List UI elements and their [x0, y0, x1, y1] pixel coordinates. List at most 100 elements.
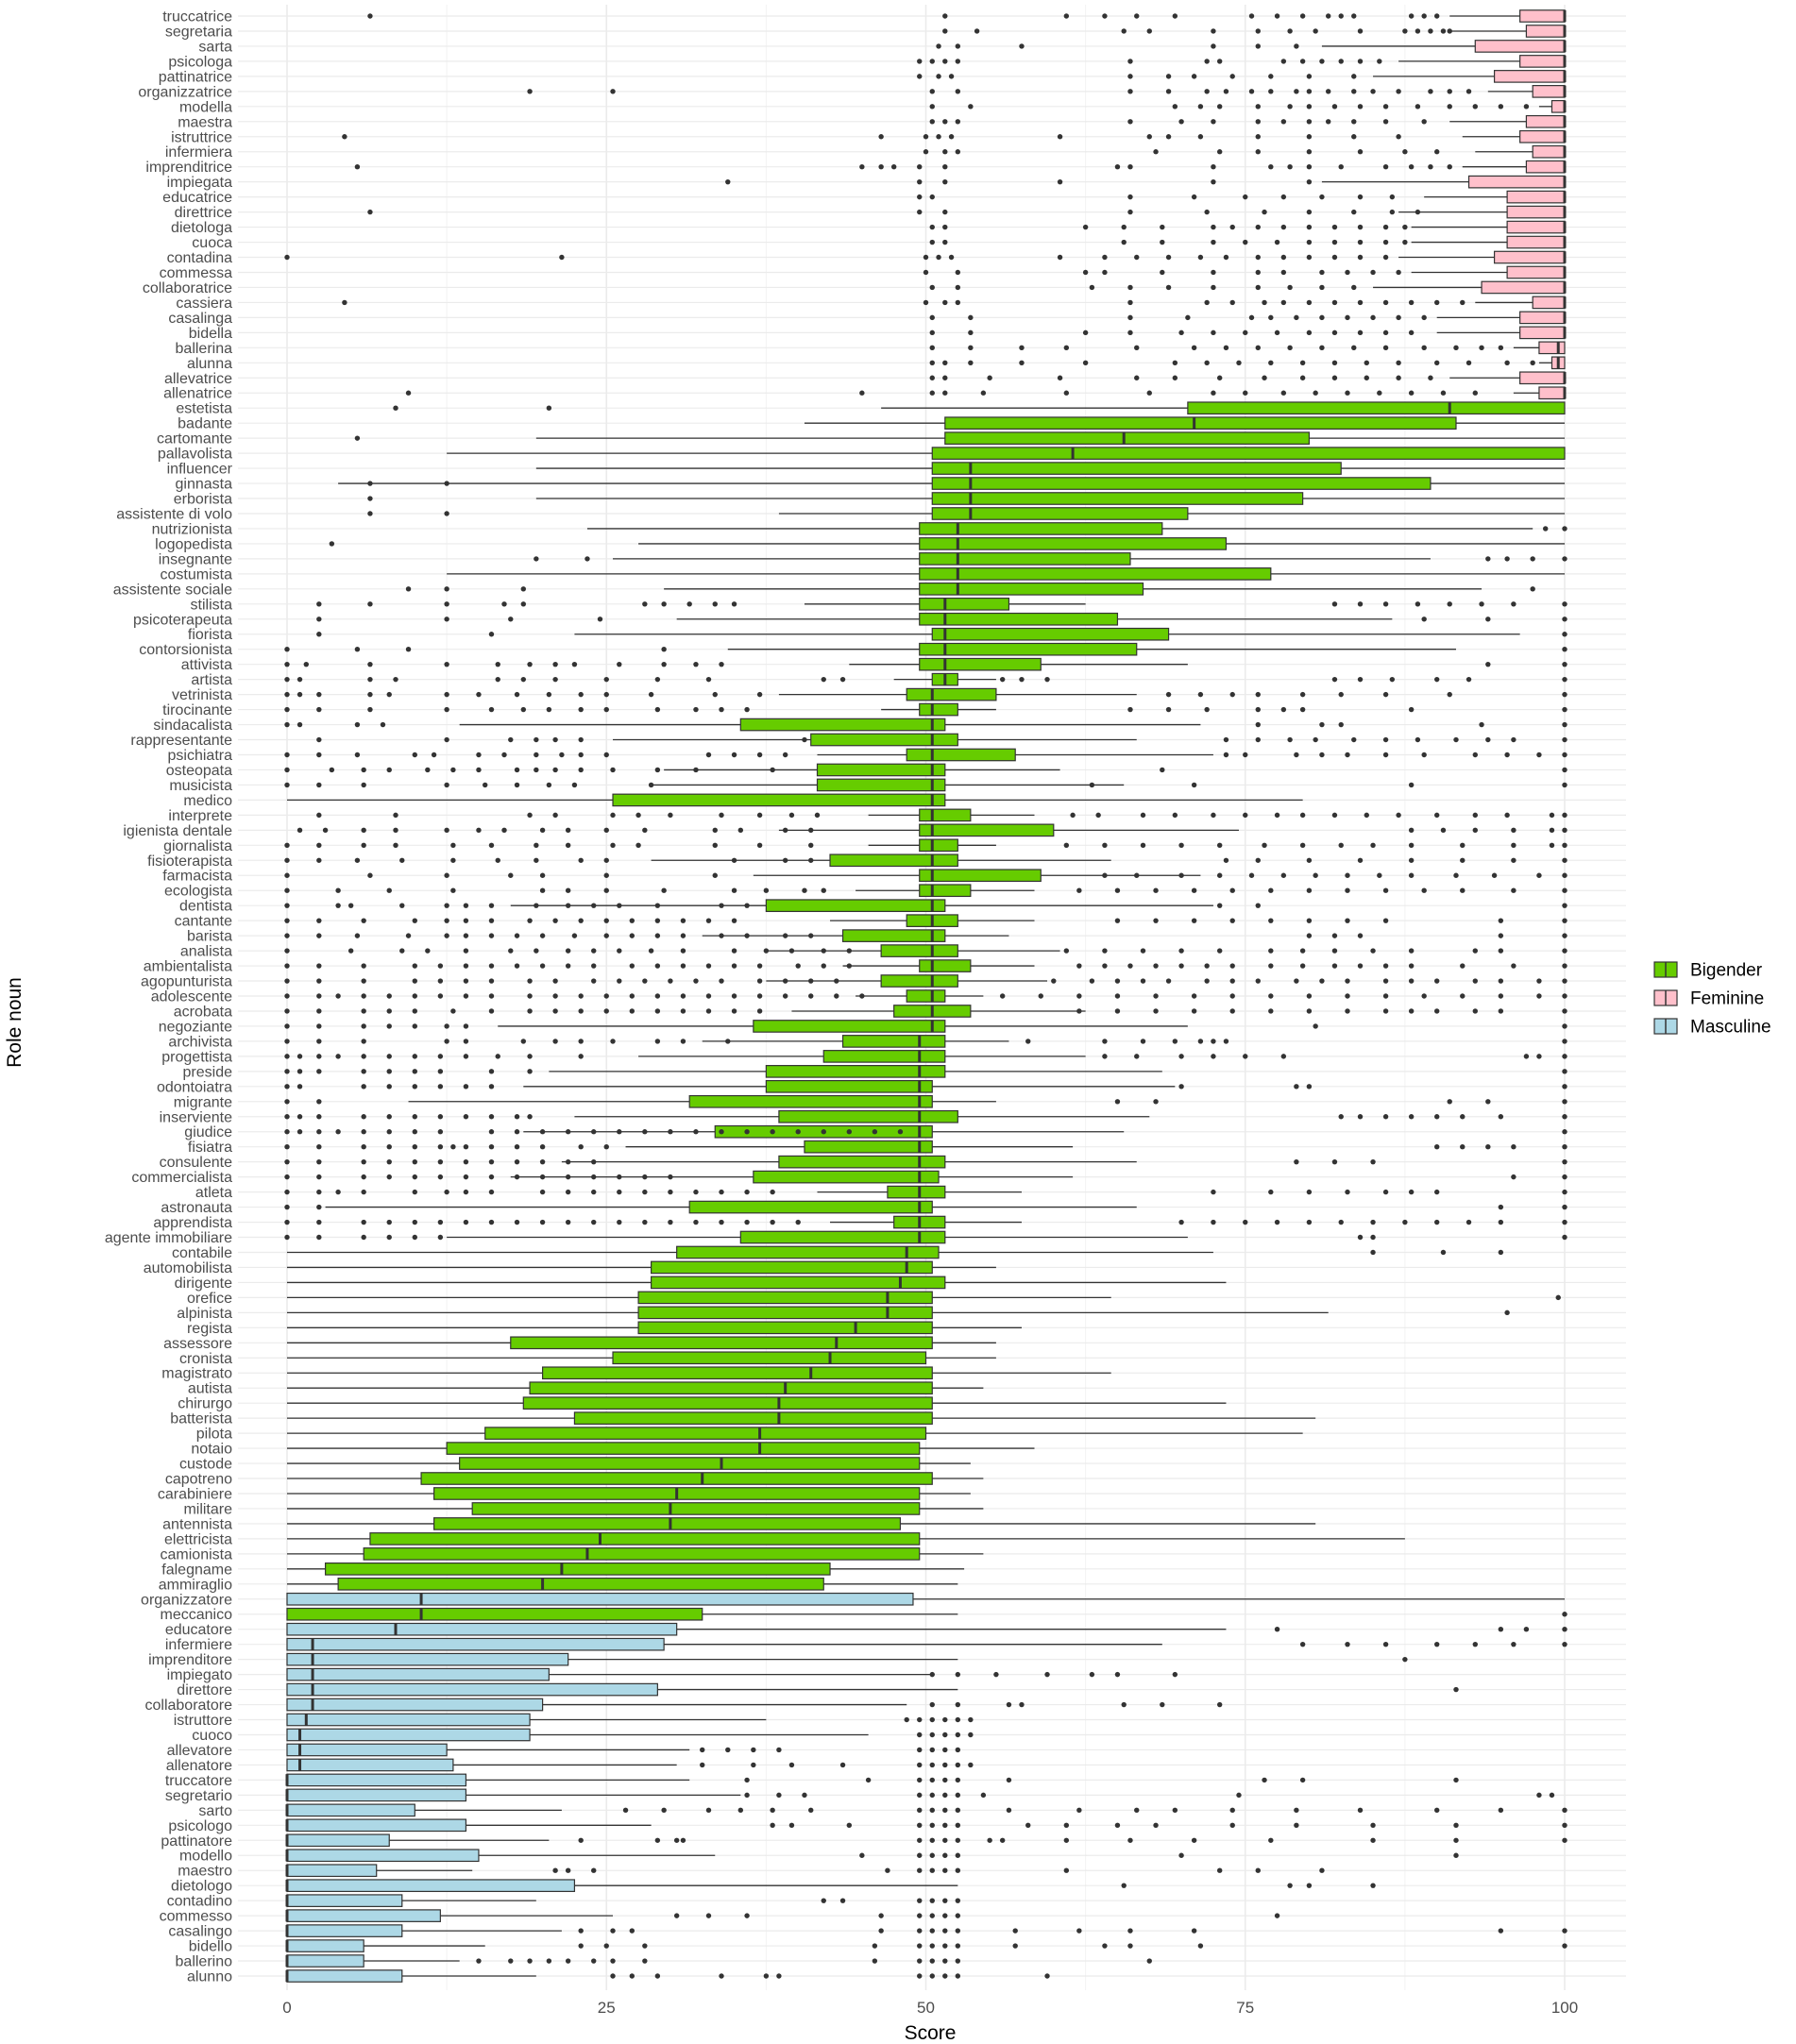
- outlier-point: [719, 1129, 724, 1135]
- outlier-point: [763, 1973, 770, 1979]
- outlier-point: [1280, 194, 1287, 200]
- outlier-point: [444, 872, 449, 878]
- outlier-point: [1255, 706, 1261, 713]
- outlier-point: [968, 1762, 974, 1768]
- outlier-point: [354, 163, 361, 170]
- y-tick-label: pattinatore: [161, 1833, 232, 1850]
- outlier-point: [987, 1837, 992, 1843]
- outlier-point: [284, 1189, 290, 1195]
- outlier-point: [629, 993, 635, 999]
- y-tick-label: militare: [183, 1501, 232, 1517]
- outlier-point: [1204, 706, 1210, 713]
- y-tick-label: influencer: [167, 462, 233, 478]
- outlier-point: [929, 1898, 935, 1903]
- y-tick-label: assessore: [163, 1336, 232, 1352]
- outlier-point: [284, 993, 290, 999]
- outlier-point: [488, 933, 495, 938]
- outlier-point: [1236, 360, 1242, 365]
- outlier-point: [731, 918, 737, 923]
- outlier-point: [386, 887, 392, 893]
- outlier-point: [565, 903, 571, 908]
- y-tick-label: istruttrice: [171, 129, 232, 145]
- outlier-point: [386, 1219, 392, 1225]
- box: [1506, 265, 1566, 279]
- outlier-point: [335, 887, 341, 893]
- outlier-point: [693, 1219, 699, 1225]
- outlier-point: [1472, 752, 1478, 758]
- outlier-point: [731, 601, 737, 607]
- outlier-point: [1127, 209, 1133, 215]
- outlier-point: [770, 1822, 775, 1829]
- outlier-point: [1562, 1039, 1567, 1044]
- outlier-point: [872, 1943, 878, 1949]
- outlier-point: [929, 1731, 935, 1738]
- outlier-point: [929, 1973, 935, 1979]
- outlier-point: [610, 1039, 616, 1044]
- outlier-point: [1485, 1099, 1491, 1105]
- outlier-point: [284, 706, 290, 713]
- outlier-point: [878, 1913, 884, 1918]
- outlier-point: [1357, 329, 1364, 336]
- outlier-point: [929, 284, 935, 291]
- outlier-point: [591, 1189, 597, 1195]
- y-tick-label: maestra: [178, 114, 232, 130]
- outlier-point: [316, 1039, 322, 1044]
- outlier-point: [1396, 360, 1401, 365]
- outlier-point: [719, 978, 724, 984]
- y-tick-label: capotreno: [165, 1472, 232, 1488]
- outlier-point: [929, 314, 935, 321]
- outlier-point: [1268, 963, 1274, 969]
- outlier-point: [1165, 89, 1172, 94]
- x-tick-label: 100: [1551, 1999, 1578, 2017]
- y-tick-label: interprete: [168, 808, 232, 824]
- outlier-point: [361, 1069, 366, 1074]
- outlier-point: [1357, 857, 1364, 863]
- outlier-point: [284, 1143, 290, 1150]
- outlier-point: [284, 1158, 290, 1165]
- outlier-point: [463, 993, 469, 999]
- outlier-point: [1453, 1686, 1459, 1693]
- outlier-point: [386, 993, 392, 999]
- outlier-point: [1280, 299, 1287, 306]
- outlier-point: [1562, 993, 1567, 999]
- outlier-point: [1498, 933, 1504, 938]
- outlier-point: [731, 887, 737, 893]
- outlier-point: [712, 691, 718, 698]
- outlier-point: [1364, 375, 1369, 380]
- outlier-point: [329, 541, 335, 547]
- outlier-point: [1562, 1807, 1567, 1814]
- outlier-point: [955, 89, 961, 94]
- outlier-point: [437, 1069, 444, 1074]
- outlier-point: [1319, 314, 1325, 321]
- outlier-point: [1472, 978, 1478, 984]
- outlier-point: [942, 1792, 948, 1799]
- outlier-point: [955, 269, 961, 276]
- outlier-point: [405, 933, 412, 938]
- box: [1474, 40, 1566, 53]
- outlier-point: [1223, 345, 1229, 351]
- box: [637, 1306, 933, 1320]
- outlier-point: [744, 903, 750, 908]
- outlier-point: [1229, 1008, 1235, 1014]
- y-tick-label: alunna: [187, 356, 232, 372]
- outlier-point: [527, 89, 533, 94]
- outlier-point: [1562, 526, 1567, 532]
- outlier-point: [488, 1174, 495, 1180]
- outlier-point: [654, 706, 661, 713]
- outlier-point: [1211, 1054, 1216, 1059]
- outlier-point: [1255, 28, 1261, 34]
- y-tick-label: logopedista: [155, 536, 232, 552]
- outlier-point: [1434, 1114, 1440, 1120]
- y-tick-label: maestro: [178, 1864, 232, 1880]
- outlier-point: [1211, 1039, 1216, 1044]
- outlier-point: [1268, 918, 1274, 923]
- outlier-point: [635, 842, 641, 849]
- outlier-point: [1536, 752, 1542, 758]
- outlier-point: [1447, 1099, 1452, 1105]
- outlier-point: [284, 1234, 290, 1241]
- outlier-point: [802, 887, 807, 893]
- outlier-point: [1562, 1023, 1567, 1029]
- outlier-point: [578, 993, 584, 999]
- outlier-point: [316, 1204, 322, 1210]
- outlier-point: [1453, 1777, 1459, 1783]
